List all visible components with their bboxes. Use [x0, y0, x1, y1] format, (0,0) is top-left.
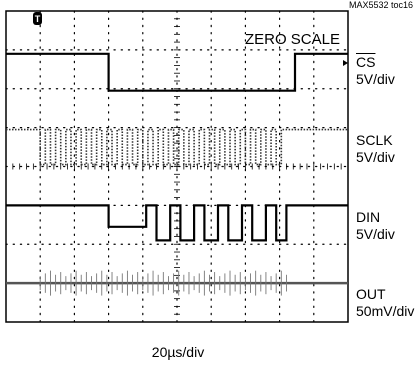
out-feedthrough-spikes: [39, 270, 287, 296]
sclk-trace: [6, 128, 348, 166]
out-scale: 50mV/div: [356, 303, 415, 319]
chart-title: ZERO SCALE: [245, 31, 340, 48]
figure-code: MAX5532 toc16: [348, 0, 413, 10]
din-name: DIN: [356, 209, 381, 225]
din-label: DIN 5V/div: [356, 209, 395, 243]
din-trace: [6, 204, 348, 242]
cs-scale: 5V/div: [356, 71, 395, 87]
timebase-label: 20µs/div: [151, 344, 205, 360]
din-scale: 5V/div: [356, 226, 395, 242]
sclk-scale: 5V/div: [356, 149, 395, 165]
trigger-level-arrow: [343, 60, 348, 66]
cs-trace: [6, 52, 348, 92]
cs-name: CS: [356, 54, 376, 70]
trigger-marker-label: T: [35, 14, 41, 24]
out-label: OUT 50mV/div: [356, 286, 414, 320]
traces: [6, 52, 348, 296]
sclk-label: SCLK 5V/div: [356, 132, 395, 166]
sclk-name: SCLK: [356, 132, 393, 148]
trigger-marker: T: [33, 12, 42, 25]
cs-label: CS 5V/div: [356, 54, 395, 88]
out-name: OUT: [356, 286, 386, 302]
oscilloscope-screen: ZERO SCALE T: [5, 10, 349, 323]
